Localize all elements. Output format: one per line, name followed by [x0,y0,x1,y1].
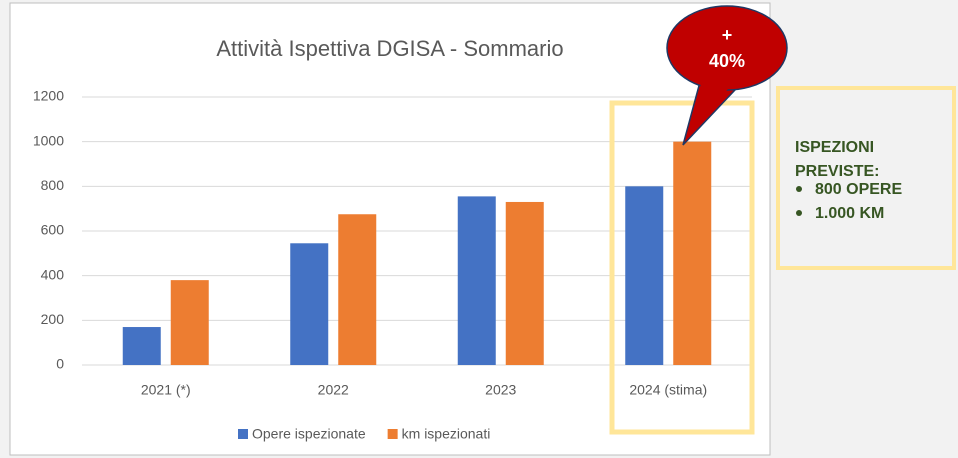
bar [625,186,664,365]
y-tick-label: 0 [56,356,64,372]
bullet [796,186,802,192]
note-item: 1.000 KM [815,205,884,222]
y-tick-label: 600 [41,222,65,238]
callout-text: + [722,25,733,45]
legend-label: Opere ispezionate [252,426,366,442]
bullet [796,210,802,216]
y-tick-label: 200 [41,311,65,327]
x-tick-label: 2021 (*) [141,382,191,398]
x-tick-label: 2023 [485,382,516,398]
bar [505,201,544,365]
bar [338,214,377,365]
x-tick-label: 2024 (stima) [629,382,707,398]
highlight-box [609,100,755,435]
callout-text: 40% [709,51,745,71]
legend-label: km ispezionati [402,426,491,442]
y-tick-label: 400 [41,266,65,282]
legend-swatch [387,429,398,439]
legend-swatch [238,429,248,439]
bar [290,243,329,365]
y-tick-label: 800 [41,177,65,193]
bar [457,196,496,365]
note-item: 800 OPERE [815,181,902,198]
callout-bubble [666,5,788,91]
y-tick-label: 1000 [33,132,64,148]
chart-title: Attività Ispettiva DGISA - Sommario [216,36,563,61]
x-tick-label: 2022 [318,382,349,398]
callout-bubble [689,80,728,130]
note-box [776,86,956,270]
bar [673,141,712,365]
bar [170,280,209,365]
y-tick-label: 1200 [33,88,64,104]
bar [122,327,161,365]
note-heading: PREVISTE: [795,163,879,180]
note-heading: ISPEZIONI [795,139,874,156]
